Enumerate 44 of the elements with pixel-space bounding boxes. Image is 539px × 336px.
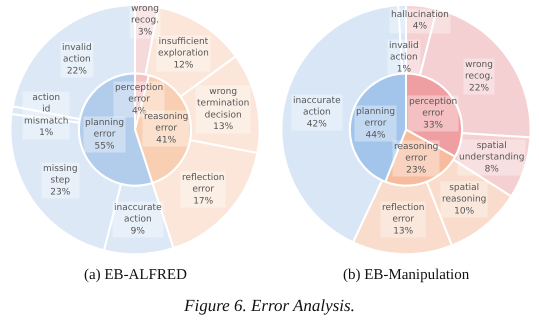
slice-label: reflection error [382, 203, 424, 225]
slice-label: wrong recog. [465, 60, 494, 82]
data-label: 10% [454, 206, 475, 216]
data-label: 1% [39, 128, 54, 138]
slice-label: reflection error [182, 173, 224, 195]
data-label: 1% [396, 64, 412, 74]
slice-label: action id mismatch [24, 93, 68, 126]
data-label: 55% [94, 141, 115, 152]
slice-label: invalid action [389, 41, 419, 63]
slice-label: spatial reasoning [442, 183, 486, 205]
slice-label: planning error [85, 118, 124, 140]
slice-label: planning error [356, 107, 396, 129]
slice-label: perception error [409, 97, 458, 119]
caption: Figure 6. Error Analysis. [183, 296, 356, 316]
data-label: 42% [306, 119, 328, 130]
text: (b) EB-Manipulation [343, 267, 470, 283]
slice-label: invalid action [62, 43, 92, 65]
slice-label: inaccurate action [293, 96, 342, 118]
data-label: 41% [156, 135, 177, 146]
slice-label: wrong recog. [131, 4, 160, 26]
slice-label: reasoning error [394, 142, 438, 164]
data-label: 33% [423, 120, 444, 130]
data-label: 8% [484, 164, 500, 174]
slice-label: insufficient exploration [158, 37, 209, 59]
data-label: 22% [469, 83, 490, 94]
data-label: 17% [193, 196, 214, 206]
data-label: 13% [213, 122, 234, 132]
data-label: 23% [50, 187, 71, 198]
data-label: 44% [366, 130, 386, 140]
text: (a) EB-ALFRED [84, 267, 188, 283]
slice-label: reasoning error [144, 112, 188, 134]
slice-label: hallucination [391, 10, 449, 20]
data-label: 23% [406, 165, 427, 176]
data-label: 4% [412, 22, 428, 32]
slice-label: perception error [115, 83, 164, 105]
slice-label: spatial understanding [459, 141, 524, 163]
data-label: 13% [393, 226, 414, 236]
data-label: 22% [66, 66, 88, 76]
slice-label: wrong termination decision [197, 87, 250, 120]
data-label: 3% [138, 27, 153, 38]
slice-label: missing step [43, 164, 78, 186]
slice-label: inaccurate action [114, 203, 162, 225]
data-label: 12% [173, 60, 194, 70]
data-label: 9% [130, 226, 146, 236]
